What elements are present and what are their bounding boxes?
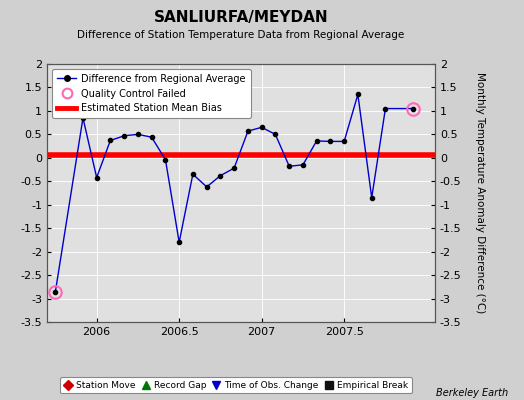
Text: Difference of Station Temperature Data from Regional Average: Difference of Station Temperature Data f… [78,30,405,40]
Legend: Station Move, Record Gap, Time of Obs. Change, Empirical Break: Station Move, Record Gap, Time of Obs. C… [60,377,411,394]
Text: SANLIURFA/MEYDAN: SANLIURFA/MEYDAN [154,10,329,25]
Legend: Difference from Regional Average, Quality Control Failed, Estimated Station Mean: Difference from Regional Average, Qualit… [52,69,250,118]
Text: Berkeley Earth: Berkeley Earth [436,388,508,398]
Y-axis label: Monthly Temperature Anomaly Difference (°C): Monthly Temperature Anomaly Difference (… [475,72,485,314]
